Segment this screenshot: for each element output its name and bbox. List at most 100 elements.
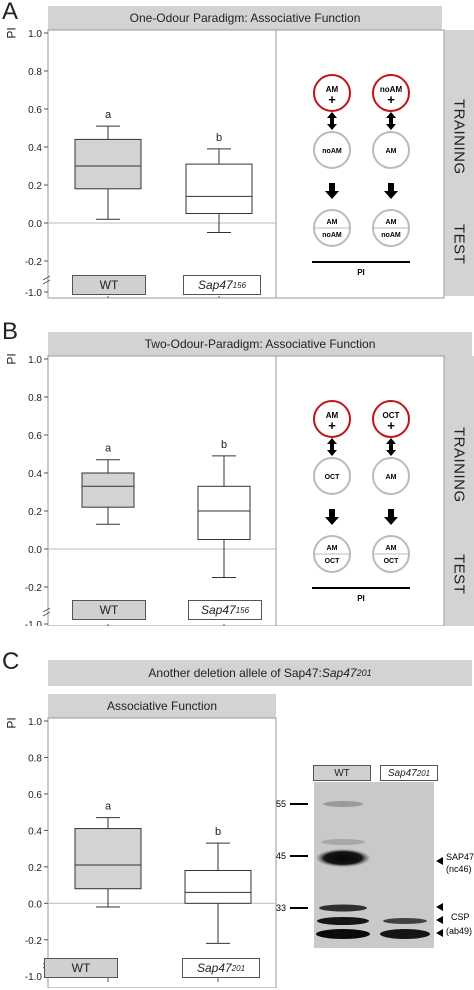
panel-c-wt-label: WT xyxy=(44,958,118,978)
band-csp-mut-2 xyxy=(380,929,430,939)
y-tick-label: -0.2 xyxy=(25,936,43,947)
axis-break xyxy=(42,607,51,613)
panel-b-title: Two-Odour-Paradigm: Associative Function xyxy=(48,332,472,356)
panel-b-mut-label: Sap47 156 xyxy=(188,600,262,620)
y-tick-label: 0.8 xyxy=(28,393,42,404)
axis-break xyxy=(42,275,51,281)
y-tick-label: 0.4 xyxy=(28,143,42,154)
box xyxy=(74,828,142,890)
panel-letter-a: A xyxy=(2,0,19,25)
marker-55-label: 55 xyxy=(276,799,286,809)
test-odour-bottom: noAM xyxy=(381,232,401,239)
y-tick-label: 0.4 xyxy=(28,826,42,837)
panel-a-test-label: TEST xyxy=(444,192,474,296)
panel-c-title: Another deletion allele of Sap47: Sap47 … xyxy=(48,660,472,686)
y-tick-label: 0.6 xyxy=(28,790,42,801)
test-odour-top: AM xyxy=(386,545,397,552)
unrewarded-odour-label: noAM xyxy=(322,148,342,155)
unrewarded-odour-circle xyxy=(313,457,351,495)
band-csp-wt-3 xyxy=(316,929,370,939)
panel-c-subtitle: Associative Function xyxy=(48,694,276,718)
y-tick-label: 0.2 xyxy=(28,507,42,518)
y-tick-label: 0.8 xyxy=(28,67,42,78)
y-tick-label: 0.8 xyxy=(28,753,42,764)
down-arrow xyxy=(384,509,398,525)
panel-c-chart: 1.0 0.8 0.6 0.4 0.2 0.0 -0.2 -1.0 a b xyxy=(25,717,277,988)
pi-caption: PI xyxy=(357,594,365,603)
panel-a-side-bar-top xyxy=(444,30,474,82)
y-tick-label: 0.2 xyxy=(28,863,42,874)
marker-45-label: 45 xyxy=(276,851,286,861)
band-faint-wt xyxy=(321,839,365,845)
test-odour-bottom: noAM xyxy=(322,232,342,239)
unrewarded-odour-circle xyxy=(372,457,410,495)
panel-a-wt-label: WT xyxy=(72,275,146,295)
reward-odour-label: noAM xyxy=(380,85,403,94)
panel-c-y-label: PI xyxy=(4,717,19,729)
y-tick-label: 0.4 xyxy=(28,469,42,480)
panel-b-y-label: PI xyxy=(4,353,19,365)
significance-letter: b xyxy=(216,132,222,144)
y-tick-label: -1.0 xyxy=(25,972,43,983)
y-tick-label: 1.0 xyxy=(28,29,42,40)
unrewarded-odour-label: OCT xyxy=(325,474,341,481)
box xyxy=(197,485,251,541)
reward-odour-circle xyxy=(313,400,351,438)
y-tick-label: -1.0 xyxy=(25,288,43,299)
unrewarded-odour-label: AM xyxy=(386,474,397,481)
panel-c-mut-label: Sap47 201 xyxy=(182,958,260,978)
reward-odour-circle xyxy=(313,74,351,112)
unrewarded-odour-circle xyxy=(313,131,351,169)
band-csp-mut-1 xyxy=(383,918,427,924)
band-csp-wt-1 xyxy=(319,904,367,912)
csp-label-1: CSP xyxy=(451,912,470,922)
panel-a-mut-label: Sap47 156 xyxy=(183,275,261,295)
reward-odour-label: OCT xyxy=(383,411,400,420)
reward-odour-label: AM xyxy=(326,411,339,420)
y-tick-label: 0.2 xyxy=(28,181,42,192)
sap47-label-1: SAP47 xyxy=(446,852,474,862)
csp-arrow-3 xyxy=(436,929,443,937)
down-arrow xyxy=(325,183,339,199)
plot-frame xyxy=(47,717,277,988)
panel-b-wt-label: WT xyxy=(72,600,146,620)
plus-sign: + xyxy=(328,418,336,433)
y-tick-label: 1.0 xyxy=(28,717,42,728)
down-arrow xyxy=(325,509,339,525)
box xyxy=(185,163,253,215)
y-tick-label: 0.0 xyxy=(28,545,42,556)
panel-letter-b: B xyxy=(2,318,19,345)
diagram-frame xyxy=(275,355,445,626)
significance-letter: a xyxy=(105,801,112,813)
panel-b-training-label: TRAINING xyxy=(444,408,474,522)
marker-33-label: 33 xyxy=(276,903,286,913)
panel-letter-c: C xyxy=(2,648,20,675)
y-tick-label: 0.6 xyxy=(28,431,42,442)
unrewarded-odour-label: AM xyxy=(386,148,397,155)
down-arrow xyxy=(384,183,398,199)
double-arrow xyxy=(327,112,337,130)
diagram-frame xyxy=(275,29,445,299)
band-nonspecific xyxy=(323,801,363,807)
band-sap47-wt xyxy=(316,849,370,867)
test-odour-bottom: OCT xyxy=(384,558,400,565)
y-tick-label: 0.6 xyxy=(28,105,42,116)
csp-arrow-2 xyxy=(436,916,443,924)
test-odour-bottom: OCT xyxy=(325,558,341,565)
significance-letter: a xyxy=(105,443,112,455)
double-arrow xyxy=(386,112,396,130)
box xyxy=(74,138,142,190)
y-tick-label: 1.0 xyxy=(28,355,42,366)
axis-break xyxy=(42,611,51,617)
box xyxy=(184,869,252,904)
significance-letter: b xyxy=(215,826,221,838)
sap47-label-2: (nc46) xyxy=(446,864,472,874)
sap47-arrow xyxy=(436,857,443,865)
western-blot: 55 45 33 SAP47 (nc46) CSP (ab49) xyxy=(276,782,474,948)
y-tick-label: 0.0 xyxy=(28,899,42,910)
unrewarded-odour-circle xyxy=(372,131,410,169)
csp-label-2: (ab49) xyxy=(446,926,472,936)
panel-a-title: One-Odour Paradigm: Associative Function xyxy=(48,6,442,30)
blot-wt-label: WT xyxy=(313,765,371,781)
pi-caption: PI xyxy=(357,268,365,277)
